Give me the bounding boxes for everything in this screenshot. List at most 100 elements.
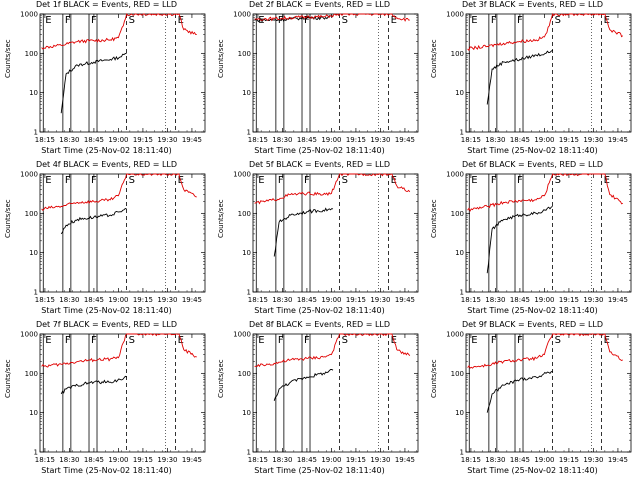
y-tick-label: 100 <box>25 210 38 218</box>
series-lld <box>41 13 197 50</box>
x-tick-label: 19:15 <box>346 456 366 464</box>
marker-label-E: E <box>471 175 477 186</box>
detector-panel-6: 1 10 100 1000 18:15 18:30 18:45 19:00 19:15 19:30… <box>426 160 639 320</box>
y-tick-label: 10 <box>29 89 38 97</box>
marker-label-F: F <box>517 175 523 186</box>
marker-label-F: F <box>91 15 97 26</box>
marker-label-S: S <box>555 15 561 26</box>
y-tick-label: 100 <box>451 50 464 58</box>
panel-title: Det 3f BLACK = Events, RED = LLD <box>461 0 604 9</box>
panel-title: Det 4f BLACK = Events, RED = LLD <box>35 160 178 169</box>
panel-title: Det 1f BLACK = Events, RED = LLD <box>35 0 178 9</box>
detector-panel-8: 1 10 100 1000 18:15 18:30 18:45 19:00 19:15 19:30… <box>213 320 426 480</box>
series-events <box>273 369 334 401</box>
x-tick-label: 18:45 <box>510 296 530 304</box>
x-tick-label: 18:15 <box>35 456 55 464</box>
y-tick-label: 1000 <box>20 331 38 339</box>
panel-title: Det 9f BLACK = Events, RED = LLD <box>461 320 604 329</box>
x-tick-label: 18:15 <box>248 456 268 464</box>
detector-panel-9: 1 10 100 1000 18:15 18:30 18:45 19:00 19:15 19:30… <box>426 320 639 480</box>
x-tick-label: 18:45 <box>84 136 104 144</box>
marker-label-F: F <box>491 175 497 186</box>
detector-panel-4: 1 10 100 1000 18:15 18:30 18:45 19:00 19:15 19:30… <box>0 160 213 320</box>
y-tick-label: 1 <box>34 129 38 137</box>
y-tick-label: 1 <box>247 449 251 457</box>
marker-label-S: S <box>129 15 135 26</box>
panel-svg: 1 10 100 1000 18:15 18:30 18:45 19:00 19:15 19:30… <box>446 171 632 304</box>
series-lld <box>467 333 624 369</box>
x-axis-label: Start Time (25-Nov-02 18:11:40) <box>254 306 385 315</box>
x-axis-label: Start Time (25-Nov-02 18:11:40) <box>41 146 172 155</box>
marker-label-F: F <box>278 335 284 346</box>
series-lld <box>41 173 197 211</box>
series-events <box>60 375 127 395</box>
x-tick-label: 19:45 <box>395 136 415 144</box>
x-tick-label: 19:15 <box>559 296 579 304</box>
y-tick-label: 1 <box>34 449 38 457</box>
y-axis-label: Counts/sec <box>430 359 438 398</box>
marker-label-E: E <box>258 175 264 186</box>
series-lld <box>41 333 197 368</box>
y-tick-label: 1 <box>460 129 464 137</box>
y-axis-label: Counts/sec <box>4 199 12 238</box>
x-axis-label: Start Time (25-Nov-02 18:11:40) <box>467 466 598 475</box>
x-tick-label: 19:30 <box>583 136 603 144</box>
x-tick-label: 18:15 <box>248 136 268 144</box>
x-tick-label: 18:45 <box>510 456 530 464</box>
x-tick-label: 19:30 <box>157 296 177 304</box>
panel-title: Det 6f BLACK = Events, RED = LLD <box>461 160 604 169</box>
marker-label-F: F <box>91 175 97 186</box>
x-tick-label: 18:45 <box>84 296 104 304</box>
x-tick-label: 18:30 <box>485 456 505 464</box>
detector-panel-2: 1 10 100 1000 18:15 18:30 18:45 19:00 19:15 19:30… <box>213 0 426 160</box>
marker-label-F: F <box>304 175 310 186</box>
x-tick-label: 18:15 <box>461 456 481 464</box>
x-tick-label: 19:30 <box>370 456 390 464</box>
x-tick-label: 18:30 <box>485 136 505 144</box>
panel-svg: 1 10 100 1000 18:15 18:30 18:45 19:00 19:15 19:30… <box>233 171 419 304</box>
x-tick-label: 19:15 <box>346 296 366 304</box>
x-tick-label: 18:45 <box>297 136 317 144</box>
x-axis-label: Start Time (25-Nov-02 18:11:40) <box>254 466 385 475</box>
x-axis-label: Start Time (25-Nov-02 18:11:40) <box>467 306 598 315</box>
x-tick-label: 19:30 <box>370 136 390 144</box>
y-tick-label: 100 <box>451 370 464 378</box>
x-tick-label: 18:15 <box>35 296 55 304</box>
marker-label-S: S <box>342 175 348 186</box>
y-tick-label: 10 <box>455 249 464 257</box>
x-tick-label: 19:30 <box>157 456 177 464</box>
plot-frame <box>465 13 632 133</box>
panel-svg: 1 10 100 1000 18:15 18:30 18:45 19:00 19:15 19:30… <box>233 11 419 144</box>
y-tick-label: 10 <box>29 249 38 257</box>
y-tick-label: 1000 <box>233 331 251 339</box>
marker-label-F: F <box>304 335 310 346</box>
y-tick-label: 10 <box>242 249 251 257</box>
series-lld <box>467 173 623 212</box>
y-tick-label: 100 <box>238 370 251 378</box>
marker-label-F: F <box>278 175 284 186</box>
y-tick-label: 10 <box>242 409 251 417</box>
x-tick-label: 18:45 <box>297 296 317 304</box>
marker-label-F: F <box>517 335 523 346</box>
series-lld <box>254 173 411 205</box>
y-tick-label: 10 <box>29 409 38 417</box>
y-tick-label: 10 <box>242 89 251 97</box>
y-tick-label: 1000 <box>446 331 464 339</box>
series-events <box>486 206 553 274</box>
x-tick-label: 19:15 <box>133 296 153 304</box>
marker-label-E: E <box>391 15 397 26</box>
x-tick-label: 19:45 <box>182 136 202 144</box>
x-tick-label: 18:15 <box>248 296 268 304</box>
x-tick-label: 19:15 <box>559 456 579 464</box>
marker-label-E: E <box>471 335 477 346</box>
y-tick-label: 100 <box>238 50 251 58</box>
y-tick-label: 1000 <box>233 11 251 19</box>
x-tick-label: 18:30 <box>59 296 79 304</box>
marker-label-F: F <box>91 335 97 346</box>
panel-title: Det 7f BLACK = Events, RED = LLD <box>35 320 178 329</box>
detector-panel-7: 1 10 100 1000 18:15 18:30 18:45 19:00 19:15 19:30… <box>0 320 213 480</box>
marker-label-F: F <box>491 15 497 26</box>
y-tick-label: 1 <box>247 289 251 297</box>
y-tick-label: 100 <box>25 370 38 378</box>
